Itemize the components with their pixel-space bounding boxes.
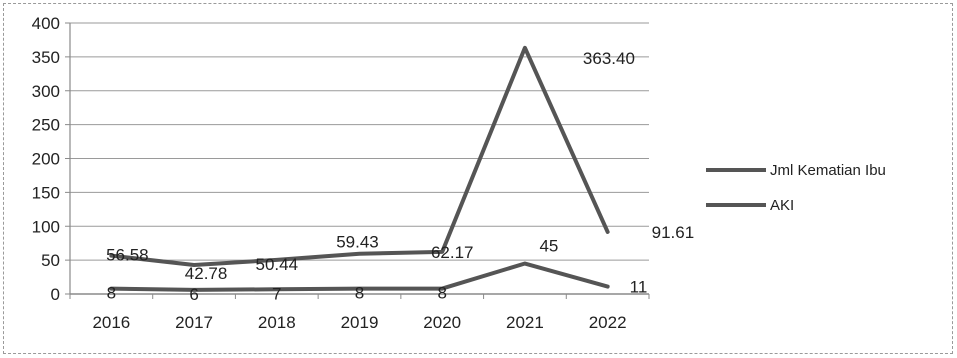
chart-frame: 0 50 100 150 200 250 300 350 400 2016 2017 2018 2019… bbox=[3, 3, 953, 354]
legend-label-jml-kematian-ibu: Jml Kematian Ibu bbox=[770, 162, 886, 179]
data-label-jml-kematian-ibu: 6 bbox=[189, 285, 198, 304]
y-tick-label: 50 bbox=[41, 251, 60, 270]
series-line-jml-kematian-ibu bbox=[109, 261, 610, 292]
data-label-jml-kematian-ibu: 8 bbox=[355, 284, 364, 303]
data-label-aki: 56.58 bbox=[106, 246, 149, 265]
y-tick-label: 300 bbox=[32, 82, 60, 101]
x-tick-label: 2018 bbox=[258, 313, 296, 332]
data-label-jml-kematian-ibu: 8 bbox=[107, 284, 116, 303]
x-tick-label: 2022 bbox=[589, 313, 627, 332]
legend-label-aki: AKI bbox=[770, 197, 794, 214]
x-tick-label: 2020 bbox=[423, 313, 461, 332]
y-tick-label: 100 bbox=[32, 217, 60, 236]
y-tick-label: 250 bbox=[32, 116, 60, 135]
data-label-aki: 42.78 bbox=[185, 264, 228, 283]
series-line-aki bbox=[109, 45, 610, 268]
y-tick-label: 350 bbox=[32, 48, 60, 67]
data-label-jml-kematian-ibu: 45 bbox=[539, 237, 558, 256]
x-tick-label: 2017 bbox=[175, 313, 213, 332]
y-tick-label: 400 bbox=[32, 14, 60, 33]
x-tick-label: 2021 bbox=[506, 313, 544, 332]
y-tick-label: 200 bbox=[32, 150, 60, 169]
line-chart: 0 50 100 150 200 250 300 350 400 2016 2017 2018 2019… bbox=[32, 14, 886, 332]
x-tick-label: 2019 bbox=[341, 313, 379, 332]
data-label-jml-kematian-ibu: 7 bbox=[272, 284, 281, 303]
data-label-aki: 91.61 bbox=[652, 223, 695, 242]
data-label-aki: 50.44 bbox=[256, 255, 299, 274]
data-label-jml-kematian-ibu: 8 bbox=[437, 284, 446, 303]
x-tick-label: 2016 bbox=[92, 313, 130, 332]
data-label-aki: 363.40 bbox=[583, 49, 635, 68]
data-label-jml-kematian-ibu: 11 bbox=[630, 278, 648, 297]
data-label-aki: 62.17 bbox=[431, 243, 474, 262]
y-tick-label: 0 bbox=[51, 285, 60, 304]
y-tick-label: 150 bbox=[32, 183, 60, 202]
data-label-aki: 59.43 bbox=[336, 233, 379, 252]
